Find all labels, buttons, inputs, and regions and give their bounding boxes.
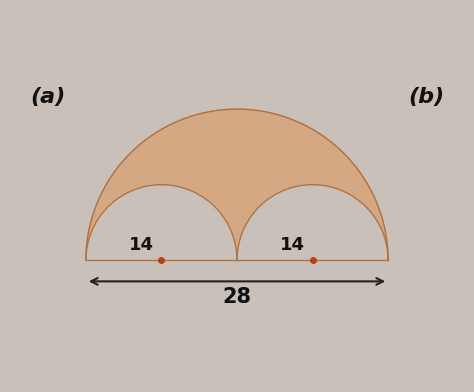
Text: 14: 14 xyxy=(280,236,305,254)
Polygon shape xyxy=(86,109,388,260)
Text: 28: 28 xyxy=(222,287,252,307)
Polygon shape xyxy=(86,185,237,260)
Text: (b): (b) xyxy=(408,87,444,107)
Text: 14: 14 xyxy=(129,236,154,254)
Text: (a): (a) xyxy=(30,87,66,107)
Polygon shape xyxy=(237,185,388,260)
